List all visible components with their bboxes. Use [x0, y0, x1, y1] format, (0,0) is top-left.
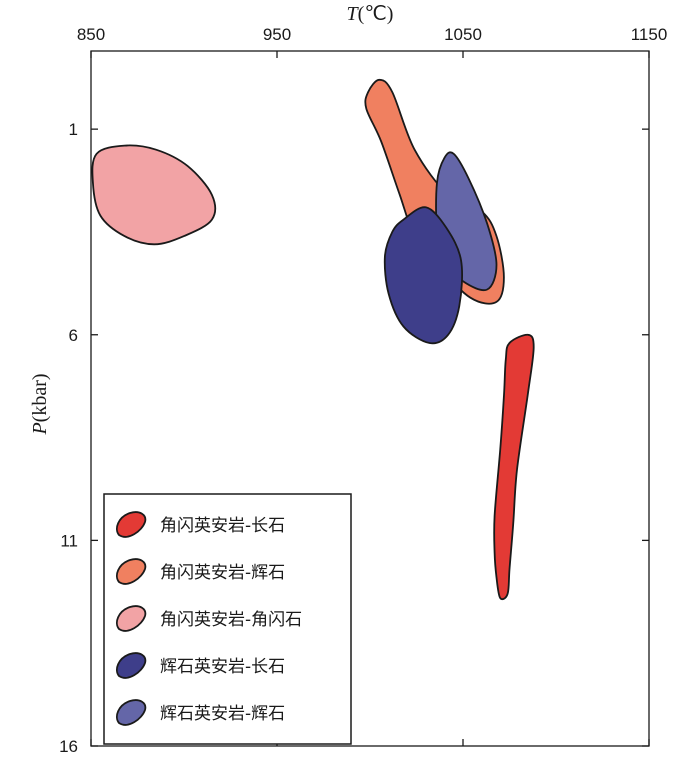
y-axis-title: P(kbar) [29, 373, 51, 435]
x-tick-label: 1150 [631, 25, 668, 44]
y-tick-label: 16 [59, 737, 78, 756]
y-axis-title-unit: (kbar) [29, 373, 51, 422]
legend-swatch-5 [116, 699, 147, 726]
x-axis-title-unit: (℃) [358, 3, 394, 25]
legend-label-4: 辉石英安岩-长石 [160, 657, 285, 677]
field-4 [383, 206, 463, 345]
x-tick-label: 950 [263, 25, 291, 44]
legend-label-2: 角闪英安岩-辉石 [160, 563, 285, 583]
x-axis-title-italic: T [347, 3, 360, 25]
y-axis-title-italic: P [29, 422, 51, 435]
legend: 角闪英安岩-长石角闪英安岩-辉石角闪英安岩-角闪石辉石英安岩-长石辉石英安岩-辉… [116, 511, 302, 726]
field-1 [493, 333, 535, 601]
y-tick-label: 1 [69, 120, 78, 139]
plot-frame [90, 50, 650, 747]
x-tick-label: 1050 [444, 25, 482, 44]
legend-label-3: 角闪英安岩-角闪石 [160, 610, 302, 630]
field-3 [91, 144, 217, 246]
legend-swatch-1 [116, 511, 147, 538]
legend-swatch-2 [116, 558, 147, 585]
legend-label-1: 角闪英安岩-长石 [160, 516, 285, 536]
legend-label-5: 辉石英安岩-辉石 [160, 704, 285, 724]
x-axis-title: T(℃) [347, 3, 394, 25]
legend-swatch-3 [116, 605, 147, 632]
y-tick-label: 11 [60, 531, 78, 550]
legend-box [103, 493, 352, 745]
y-tick-label: 6 [69, 326, 78, 345]
legend-swatch-4 [116, 652, 147, 679]
x-tick-label: 850 [77, 25, 105, 44]
